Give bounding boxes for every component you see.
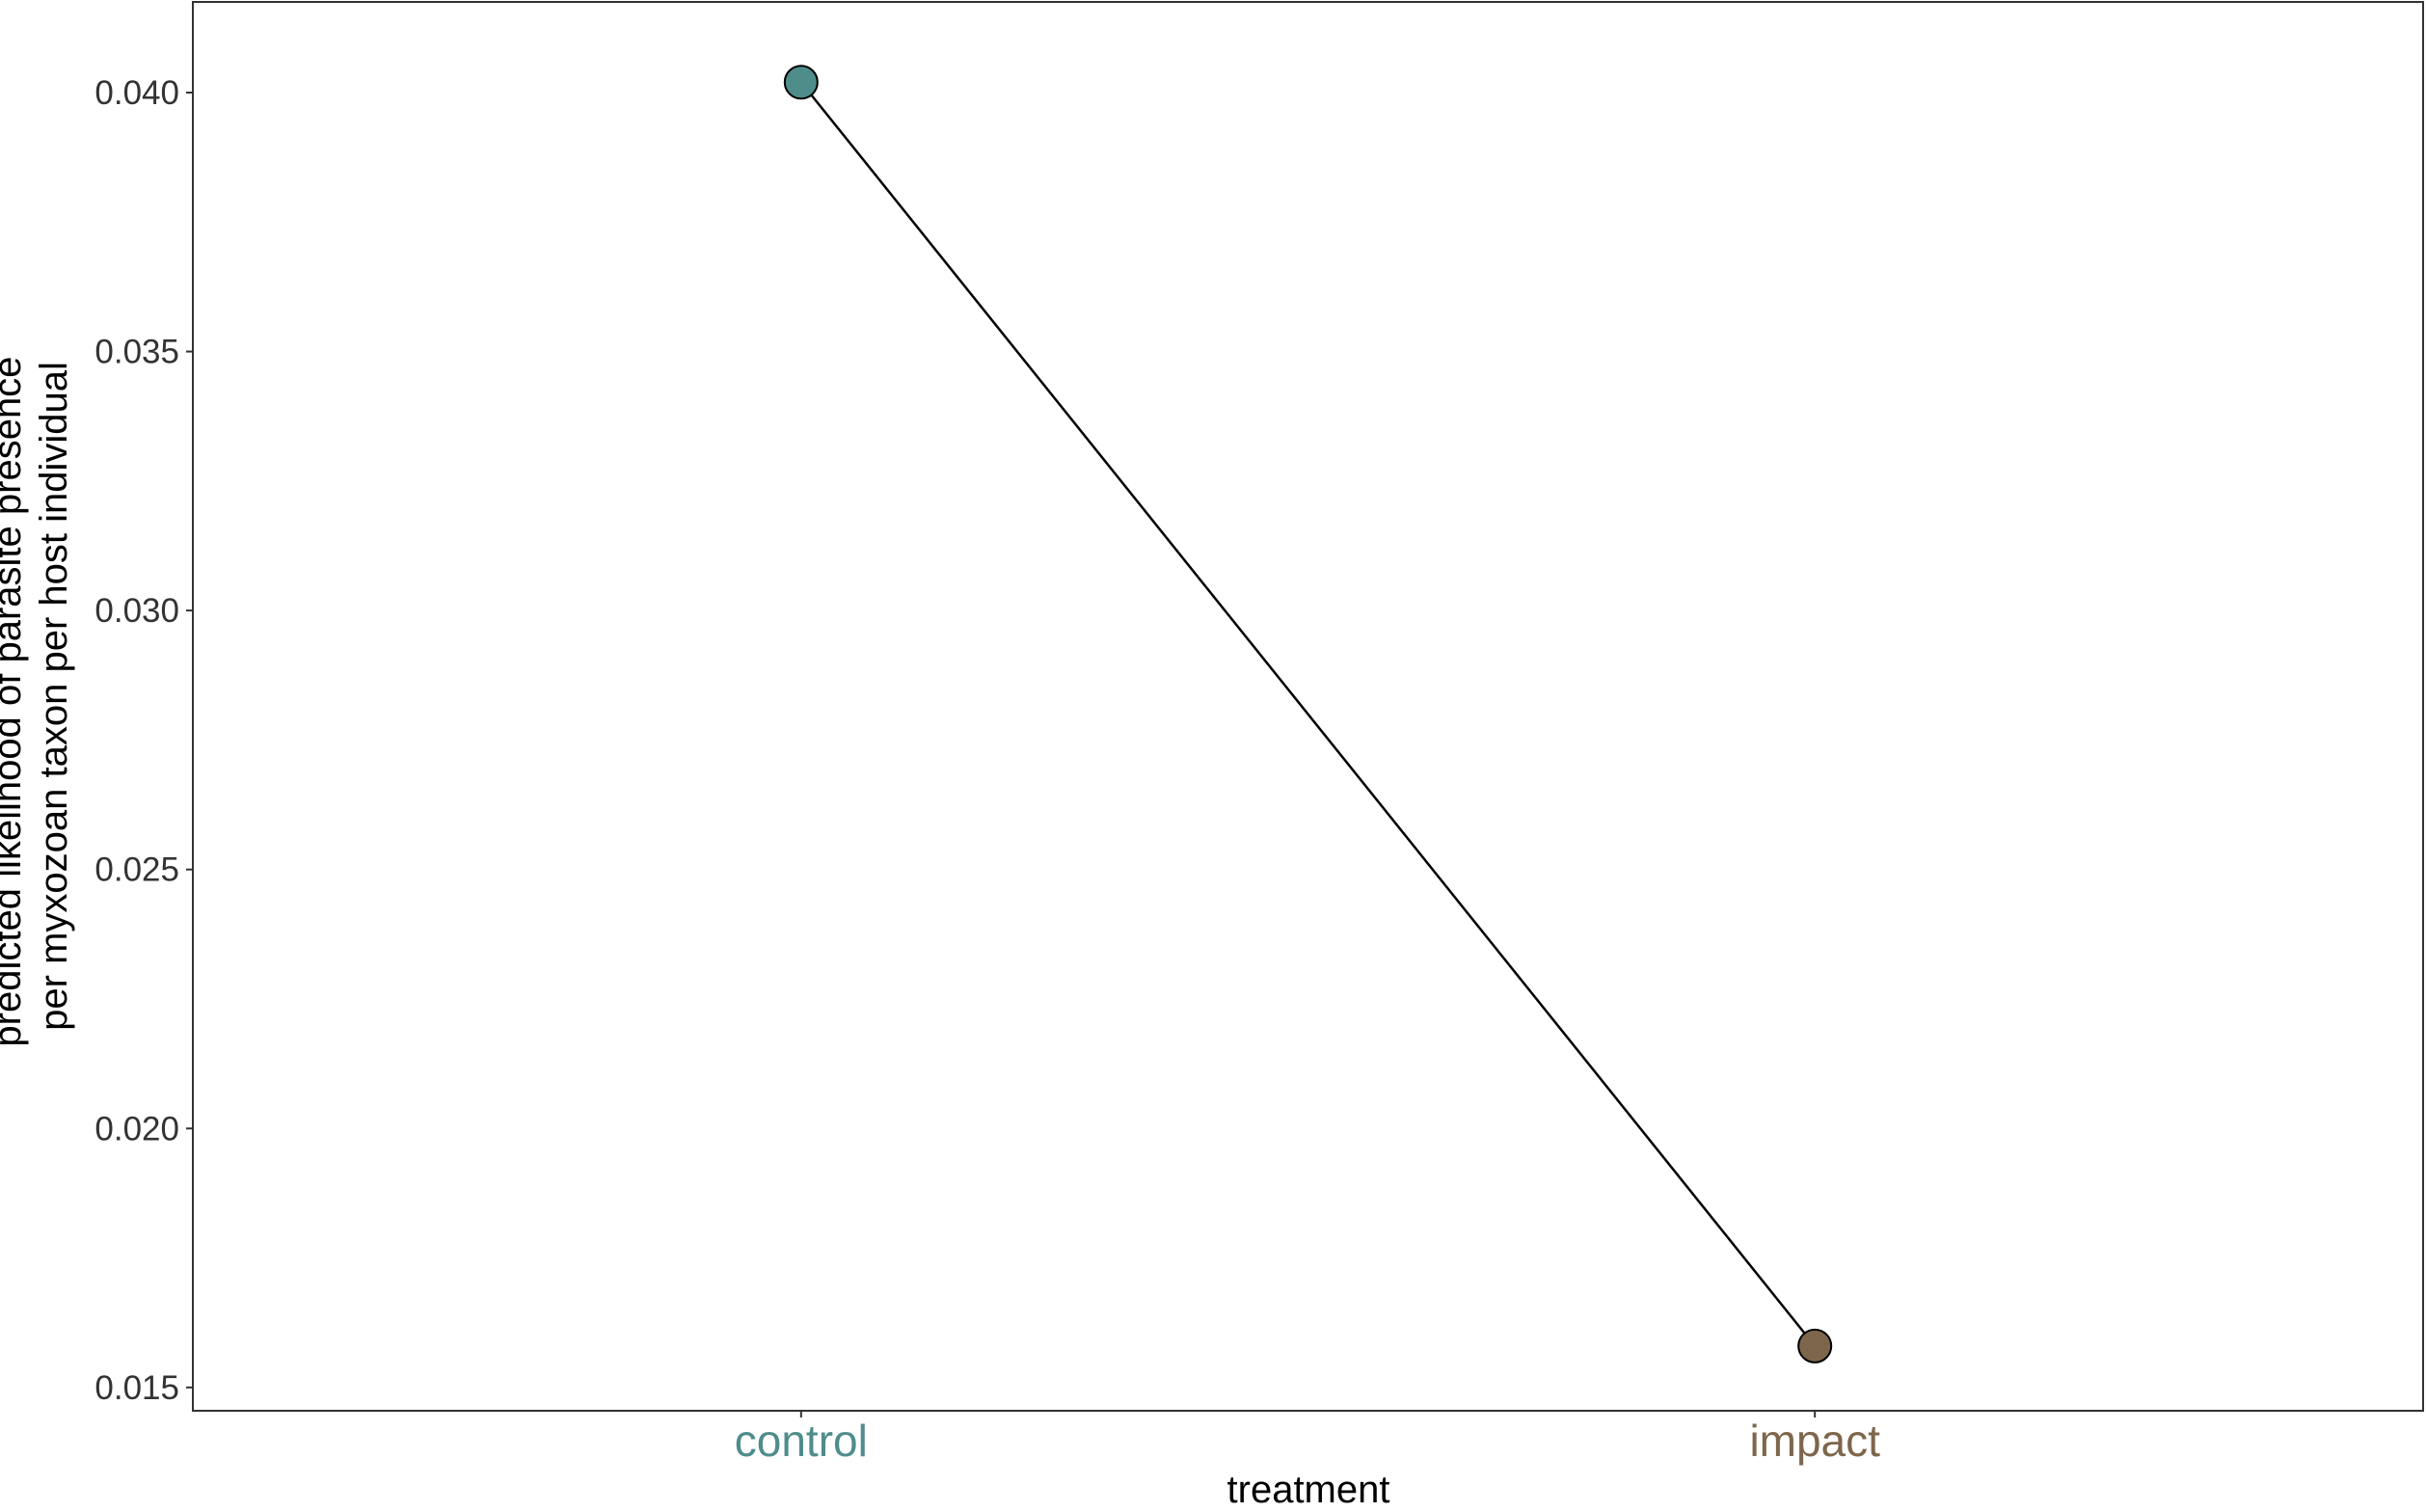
y-tick-label: 0.035: [94, 334, 179, 371]
x-axis: control impact: [735, 1411, 1880, 1466]
y-tick-label: 0.015: [94, 1369, 179, 1407]
x-tick-label-control: control: [735, 1416, 868, 1466]
y-axis-title-line-2: per myxozoan taxon per host individual: [33, 362, 75, 1031]
y-tick-label: 0.020: [94, 1110, 179, 1148]
series-line: [799, 81, 1817, 1347]
y-tick-label: 0.040: [94, 74, 179, 112]
y-tick-label: 0.030: [94, 592, 179, 630]
x-axis-title: treatment: [1227, 1469, 1390, 1511]
y-axis-title: predicted likelihood of parasite presenc…: [0, 345, 75, 1046]
y-axis-title-line-1: predicted likelihood of parasite presenc…: [0, 357, 29, 1047]
plot-panel-border: [192, 1, 2424, 1412]
x-tick-label-impact: impact: [1749, 1416, 1880, 1466]
y-tick-label: 0.025: [94, 851, 179, 889]
data-point-impact: [1797, 1328, 1833, 1364]
data-point-control: [783, 65, 819, 100]
y-axis: 0.015 0.020 0.025 0.030 0.035 0.040: [94, 74, 193, 1407]
series-group: [783, 65, 1833, 1364]
